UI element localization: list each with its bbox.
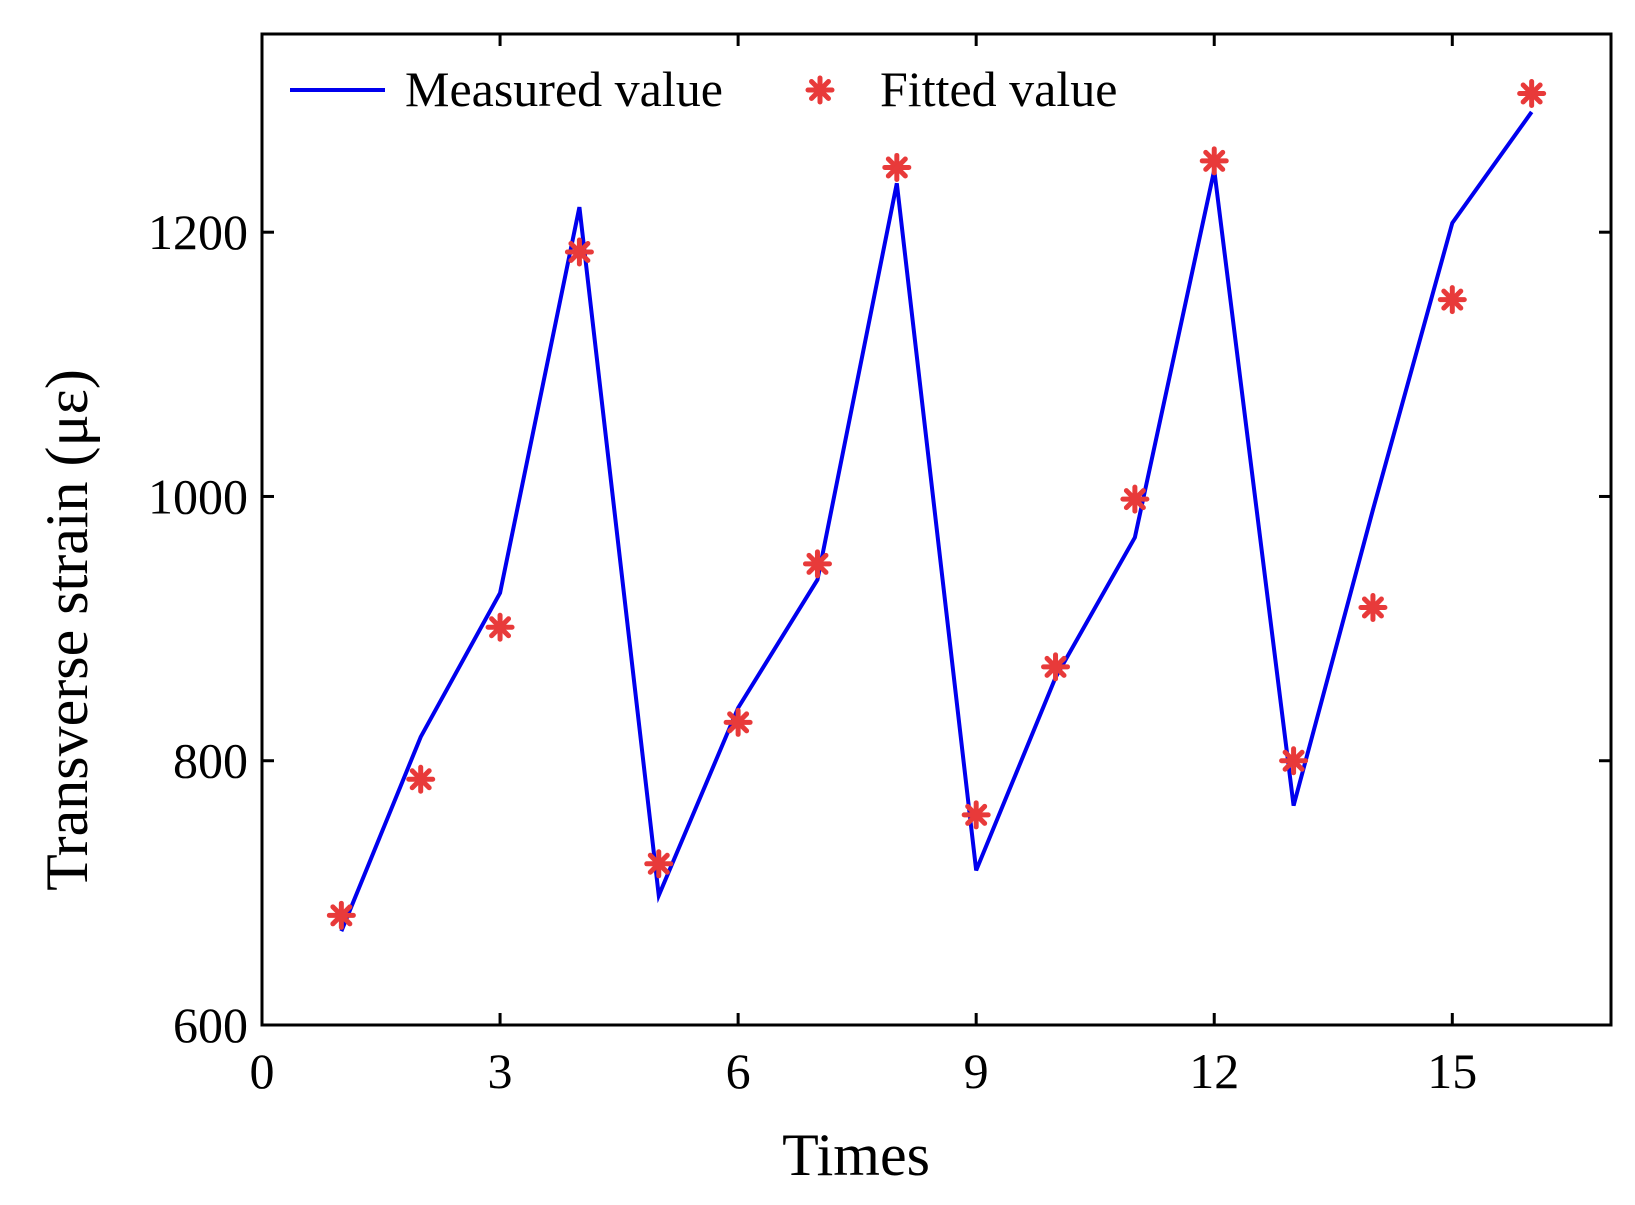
- fitted-data-point: [1279, 746, 1309, 776]
- fitted-data-point: [1358, 592, 1388, 622]
- fitted-data-point: [882, 152, 912, 182]
- fitted-data-point: [723, 707, 753, 737]
- fitted-data-point: [406, 764, 436, 794]
- y-tick-label: 1000: [148, 468, 248, 524]
- legend-label-fitted: Fitted value: [880, 61, 1117, 117]
- fitted-data-point: [644, 849, 674, 879]
- fitted-data-point: [961, 800, 991, 830]
- fitted-data-point: [1041, 652, 1071, 682]
- fitted-data-point: [802, 549, 832, 579]
- series-layer: [326, 78, 1547, 932]
- fitted-data-point: [564, 237, 594, 267]
- x-tick-label: 15: [1427, 1043, 1477, 1099]
- plot-frame: [260, 32, 1613, 1027]
- fitted-data-point: [1517, 78, 1547, 108]
- fitted-data-point: [1437, 285, 1467, 315]
- x-tick-label: 12: [1189, 1043, 1239, 1099]
- legend-asterisk: [805, 75, 835, 105]
- fitted-data-point: [1120, 484, 1150, 514]
- fitted-data-point: [485, 612, 515, 642]
- y-tick-label: 1200: [148, 204, 248, 260]
- y-axis-title: Transverse strain (με): [34, 369, 100, 891]
- y-tick-label: 800: [173, 733, 248, 789]
- x-tick-label: 9: [964, 1043, 989, 1099]
- legend-label-measured: Measured value: [405, 61, 723, 117]
- y-tick-label: 600: [173, 997, 248, 1053]
- x-tick-label: 3: [488, 1043, 513, 1099]
- x-tick-label: 6: [726, 1043, 751, 1099]
- legend-marker-swatch: [805, 75, 835, 105]
- tick-group: 0 3 6 9 12 15 600 800 1000 1200: [148, 34, 1611, 1099]
- fitted-data-point: [1199, 146, 1229, 176]
- series-line-measured: [339, 110, 1534, 932]
- fitted-data-point: [326, 900, 356, 930]
- x-axis-title: Times: [782, 1122, 930, 1188]
- legend: Measured value Fitted value: [290, 61, 1117, 117]
- x-tick-label: 0: [250, 1043, 275, 1099]
